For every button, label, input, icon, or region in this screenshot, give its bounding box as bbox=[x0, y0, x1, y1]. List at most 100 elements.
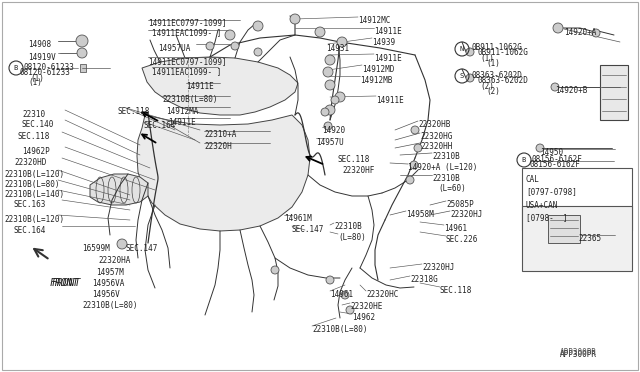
Text: 14956V: 14956V bbox=[92, 290, 120, 299]
Text: 14931: 14931 bbox=[326, 44, 349, 53]
Text: 22320HA: 22320HA bbox=[98, 256, 131, 265]
Text: 14912MB: 14912MB bbox=[360, 76, 392, 85]
Text: 14939: 14939 bbox=[372, 38, 395, 47]
Text: 22310B: 22310B bbox=[432, 174, 460, 183]
Text: 14920+A: 14920+A bbox=[564, 28, 596, 37]
Circle shape bbox=[77, 48, 87, 58]
Circle shape bbox=[323, 67, 333, 77]
Text: 14911EC0797-1099]: 14911EC0797-1099] bbox=[148, 18, 227, 27]
Text: 14911EAC1099- ]: 14911EAC1099- ] bbox=[152, 67, 221, 76]
Text: SEC.164: SEC.164 bbox=[14, 226, 46, 235]
Text: 14920+A (L=120): 14920+A (L=120) bbox=[408, 163, 477, 172]
Text: B: B bbox=[522, 157, 526, 163]
Text: 22320H: 22320H bbox=[204, 142, 232, 151]
Text: (1): (1) bbox=[480, 55, 494, 64]
Text: APP300PR: APP300PR bbox=[560, 350, 597, 359]
Circle shape bbox=[76, 35, 88, 47]
Text: 22310B(L=120): 22310B(L=120) bbox=[4, 170, 64, 179]
Text: APP300PR: APP300PR bbox=[560, 348, 597, 357]
Text: SEC.147: SEC.147 bbox=[292, 225, 324, 234]
Text: 22318G: 22318G bbox=[410, 275, 438, 284]
Text: 14961M: 14961M bbox=[284, 214, 312, 223]
Text: 14957U: 14957U bbox=[316, 138, 344, 147]
Text: 22320HD: 22320HD bbox=[14, 158, 46, 167]
Text: 08156-6162F: 08156-6162F bbox=[532, 155, 583, 164]
Text: 08120-61233: 08120-61233 bbox=[24, 64, 75, 73]
Text: 22310B(L=80): 22310B(L=80) bbox=[4, 180, 60, 189]
Text: 14958M: 14958M bbox=[406, 210, 434, 219]
Text: [0797-0798]: [0797-0798] bbox=[526, 187, 577, 196]
Text: SEC.118: SEC.118 bbox=[440, 286, 472, 295]
Circle shape bbox=[553, 23, 563, 33]
Text: 25085P: 25085P bbox=[446, 200, 474, 209]
Text: 22310B: 22310B bbox=[334, 222, 362, 231]
Circle shape bbox=[231, 42, 239, 50]
Text: 22320HE: 22320HE bbox=[350, 302, 382, 311]
Text: 22320HF: 22320HF bbox=[342, 166, 374, 175]
Circle shape bbox=[325, 55, 335, 65]
Circle shape bbox=[117, 239, 127, 249]
Text: 22310B(L=120): 22310B(L=120) bbox=[4, 215, 64, 224]
Circle shape bbox=[326, 276, 334, 284]
Circle shape bbox=[325, 80, 335, 90]
Bar bbox=[522, 168, 632, 230]
Text: (2): (2) bbox=[486, 87, 500, 96]
Text: 14961: 14961 bbox=[444, 224, 467, 233]
Circle shape bbox=[346, 306, 354, 314]
Circle shape bbox=[592, 29, 600, 37]
Text: 14911E: 14911E bbox=[374, 54, 402, 63]
Text: SEC.118: SEC.118 bbox=[118, 107, 150, 116]
Circle shape bbox=[271, 266, 279, 274]
Text: FRONT: FRONT bbox=[52, 278, 81, 288]
Text: SEC.140: SEC.140 bbox=[22, 120, 54, 129]
Circle shape bbox=[341, 291, 349, 299]
Circle shape bbox=[324, 122, 332, 130]
Circle shape bbox=[225, 30, 235, 40]
Text: 22310B(L=80): 22310B(L=80) bbox=[162, 95, 218, 104]
Text: SEC.118: SEC.118 bbox=[18, 132, 51, 141]
Bar bbox=[600, 65, 628, 120]
Bar bbox=[548, 215, 580, 243]
Text: SEC.163: SEC.163 bbox=[14, 200, 46, 209]
Circle shape bbox=[253, 21, 263, 31]
Text: SEC.164: SEC.164 bbox=[144, 121, 177, 130]
Text: (L=60): (L=60) bbox=[438, 184, 466, 193]
Text: USA+CAN: USA+CAN bbox=[526, 201, 558, 209]
Circle shape bbox=[254, 48, 262, 56]
Text: 14911E: 14911E bbox=[168, 118, 196, 127]
Text: 14912MD: 14912MD bbox=[362, 65, 394, 74]
Text: [0798-  ]: [0798- ] bbox=[526, 214, 568, 222]
Text: 0B911-1062G: 0B911-1062G bbox=[472, 44, 523, 52]
Text: (1): (1) bbox=[30, 74, 44, 83]
Text: 08363-6202D: 08363-6202D bbox=[472, 71, 523, 80]
Text: N: N bbox=[460, 46, 464, 52]
Text: 22310: 22310 bbox=[22, 110, 45, 119]
Text: 14920+B: 14920+B bbox=[555, 86, 588, 95]
Text: (1): (1) bbox=[486, 59, 500, 68]
Circle shape bbox=[406, 176, 414, 184]
Text: 22320HH: 22320HH bbox=[420, 142, 452, 151]
Circle shape bbox=[536, 144, 544, 152]
Circle shape bbox=[466, 48, 474, 56]
Text: 22320HB: 22320HB bbox=[418, 120, 451, 129]
Text: 22310B(L=80): 22310B(L=80) bbox=[312, 325, 367, 334]
Circle shape bbox=[331, 96, 339, 104]
Bar bbox=[80, 64, 86, 72]
Text: 14911E: 14911E bbox=[376, 96, 404, 105]
Text: 14911EC0797-1099]: 14911EC0797-1099] bbox=[148, 57, 227, 66]
Text: 08156-6162F: 08156-6162F bbox=[530, 160, 581, 169]
Circle shape bbox=[414, 144, 422, 152]
Circle shape bbox=[411, 126, 419, 134]
Text: 14957UA: 14957UA bbox=[158, 44, 190, 53]
Text: S: S bbox=[460, 73, 464, 79]
Text: 14919V: 14919V bbox=[28, 53, 56, 62]
Circle shape bbox=[335, 92, 345, 102]
Text: 08363-6202D: 08363-6202D bbox=[478, 76, 529, 85]
Circle shape bbox=[325, 105, 335, 115]
Text: 22320HC: 22320HC bbox=[366, 290, 398, 299]
Text: FRONT: FRONT bbox=[50, 278, 79, 288]
Text: 22310B(L=140): 22310B(L=140) bbox=[4, 190, 64, 199]
Text: 14961: 14961 bbox=[330, 290, 353, 299]
Text: 16599M: 16599M bbox=[82, 244, 109, 253]
Text: 14950: 14950 bbox=[540, 148, 563, 157]
